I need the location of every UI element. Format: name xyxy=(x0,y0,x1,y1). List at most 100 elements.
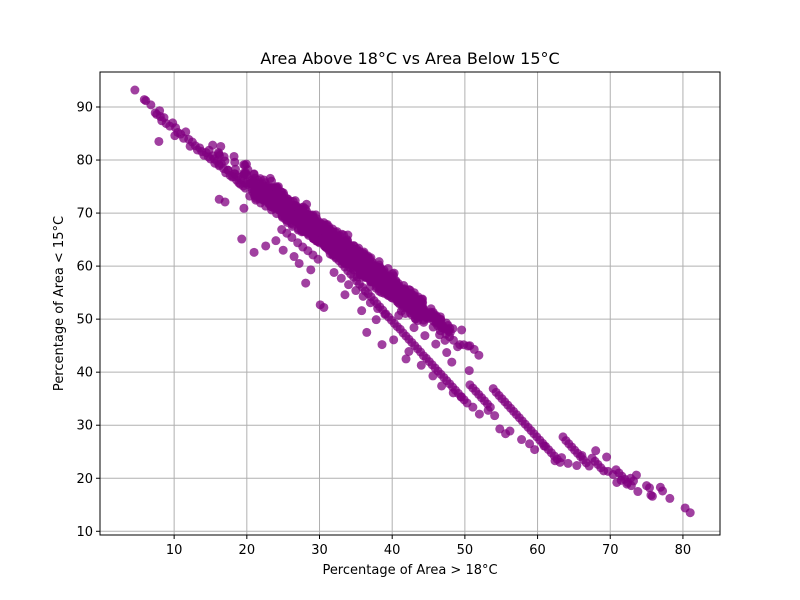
scatter-point xyxy=(426,304,436,314)
scatter-point xyxy=(416,360,426,370)
scatter-point xyxy=(220,197,230,207)
scatter-point xyxy=(235,179,245,189)
scatter-point xyxy=(437,381,447,391)
scatter-point xyxy=(387,269,397,279)
scatter-point xyxy=(255,194,265,204)
scatter-point xyxy=(363,254,373,264)
scatter-point xyxy=(146,100,156,110)
scatter-point xyxy=(239,203,249,213)
x-axis-label: Percentage of Area > 18°C xyxy=(322,563,497,578)
x-tick-label: 70 xyxy=(602,543,619,558)
scatter-point xyxy=(330,232,340,242)
scatter-point xyxy=(457,325,467,335)
scatter-point xyxy=(356,268,366,278)
scatter-point xyxy=(286,218,296,228)
scatter-point xyxy=(530,445,540,455)
scatter-point xyxy=(374,275,384,285)
scatter-point xyxy=(448,388,458,398)
scatter-point xyxy=(306,265,316,275)
scatter-point xyxy=(261,241,271,251)
scatter-point xyxy=(311,228,321,238)
x-tick-label: 80 xyxy=(675,543,692,558)
scatter-point xyxy=(283,199,293,209)
scatter-point xyxy=(181,127,191,137)
scatter-point xyxy=(293,225,303,235)
y-tick-label: 20 xyxy=(76,472,93,487)
scatter-point xyxy=(391,283,401,293)
scatter-point xyxy=(358,291,368,301)
scatter-point xyxy=(572,461,582,471)
scatter-point xyxy=(633,487,643,497)
scatter-point xyxy=(419,317,429,327)
y-tick-label: 90 xyxy=(76,101,93,116)
scatter-point xyxy=(351,286,361,296)
y-tick-label: 60 xyxy=(76,260,93,275)
scatter-point xyxy=(389,335,399,345)
scatter-point xyxy=(395,294,405,304)
y-tick-label: 50 xyxy=(76,313,93,328)
scatter-points xyxy=(130,85,695,518)
scatter-point xyxy=(301,224,311,234)
scatter-point xyxy=(377,340,387,350)
scatter-point xyxy=(362,327,372,337)
scatter-point xyxy=(292,201,302,211)
scatter-point xyxy=(365,298,375,308)
scatter-point xyxy=(357,306,367,316)
scatter-point xyxy=(426,311,436,321)
scatter-point xyxy=(465,341,475,351)
scatter-point xyxy=(346,257,356,267)
scatter-point xyxy=(646,490,656,500)
scatter-point xyxy=(328,224,338,234)
x-tick-label: 50 xyxy=(457,543,474,558)
scatter-point xyxy=(287,232,297,242)
scatter-point xyxy=(626,481,636,491)
scatter-point xyxy=(249,247,259,257)
scatter-point xyxy=(204,145,214,155)
scatter-point xyxy=(557,453,567,463)
scatter-point xyxy=(602,452,612,462)
scatter-point xyxy=(223,165,233,175)
scatter-point xyxy=(214,159,224,169)
scatter-point xyxy=(447,357,457,367)
scatter-point xyxy=(474,409,484,419)
scatter-point xyxy=(317,235,327,245)
scatter-point xyxy=(490,411,500,421)
scatter-point xyxy=(277,195,287,205)
scatter-point xyxy=(240,160,250,170)
scatter-point xyxy=(435,330,445,340)
scatter-point xyxy=(485,402,495,412)
scatter-point xyxy=(380,309,390,319)
scatter-point xyxy=(329,267,339,277)
chart-title: Area Above 18°C vs Area Below 15°C xyxy=(260,49,559,68)
x-tick-label: 10 xyxy=(166,543,183,558)
scatter-point xyxy=(468,402,478,412)
scatter-point xyxy=(278,245,288,255)
scatter-point xyxy=(332,240,342,250)
scatter-point xyxy=(431,339,441,349)
scatter-point xyxy=(645,483,654,493)
scatter-point xyxy=(248,177,258,187)
y-tick-label: 10 xyxy=(76,525,93,540)
scatter-point xyxy=(130,85,140,95)
scatter-point xyxy=(237,234,247,244)
x-tick-label: 60 xyxy=(529,543,546,558)
scatter-point xyxy=(271,236,281,246)
scatter-point xyxy=(420,331,430,341)
scatter-point xyxy=(371,315,381,325)
scatter-point xyxy=(413,302,423,312)
scatter-point xyxy=(404,347,414,356)
scatter-point xyxy=(373,304,383,314)
scatter-point xyxy=(344,280,354,290)
scatter-point xyxy=(270,199,280,209)
scatter-point xyxy=(342,249,352,259)
scatter-point xyxy=(658,486,668,496)
y-tick-label: 80 xyxy=(76,154,93,169)
scatter-point xyxy=(308,220,318,230)
scatter-point xyxy=(405,305,415,315)
scatter-point xyxy=(229,151,239,161)
scatter-point xyxy=(258,179,268,189)
scatter-point xyxy=(340,290,350,300)
x-tick-label: 20 xyxy=(239,543,256,558)
scatter-point xyxy=(334,248,344,258)
